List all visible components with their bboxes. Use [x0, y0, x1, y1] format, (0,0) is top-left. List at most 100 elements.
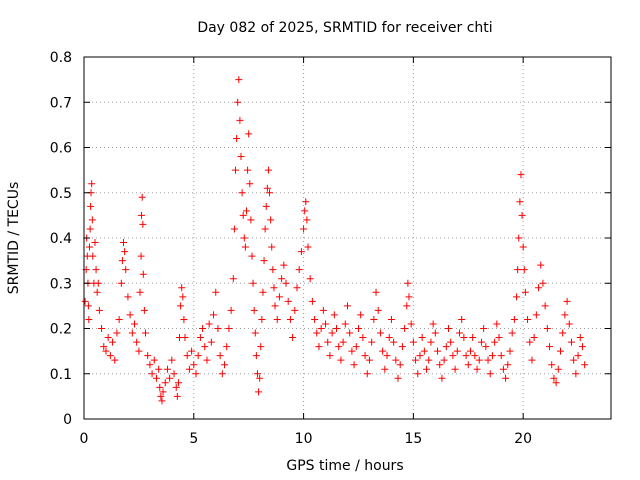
data-point	[359, 334, 367, 342]
data-point	[445, 325, 453, 332]
data-point	[550, 374, 558, 382]
y-tick-label: 0.5	[50, 186, 72, 202]
data-point	[242, 207, 250, 215]
data-point	[196, 334, 204, 342]
data-point	[141, 329, 149, 337]
data-point	[135, 347, 143, 355]
data-point	[455, 329, 463, 337]
data-point	[260, 257, 268, 265]
data-point	[106, 352, 114, 360]
data-point	[392, 356, 400, 364]
data-point	[178, 284, 186, 292]
data-point	[473, 365, 481, 373]
data-point	[158, 397, 166, 405]
x-tick-label: 0	[80, 431, 89, 447]
data-point	[278, 275, 286, 283]
data-point	[190, 361, 198, 369]
y-tick-label: 0.1	[50, 367, 72, 383]
plot-frame	[83, 56, 612, 420]
data-point	[354, 325, 362, 332]
data-point	[180, 315, 188, 323]
data-point	[84, 302, 92, 310]
data-point	[268, 243, 276, 251]
data-point	[458, 315, 466, 323]
data-point	[88, 180, 96, 188]
data-point	[113, 329, 121, 337]
data-point	[291, 306, 299, 314]
data-point	[155, 365, 163, 373]
data-point	[246, 180, 254, 188]
data-point	[499, 365, 507, 373]
data-point	[328, 329, 336, 337]
data-point	[414, 370, 422, 378]
data-point	[361, 352, 369, 360]
data-point	[241, 243, 249, 251]
data-point	[453, 347, 461, 355]
data-point	[95, 306, 103, 314]
data-point	[313, 329, 321, 337]
data-point	[306, 275, 314, 283]
data-point	[85, 243, 93, 251]
data-point	[516, 198, 524, 206]
data-point	[404, 279, 412, 287]
data-point	[530, 334, 538, 342]
data-point	[438, 374, 446, 382]
y-tick-label: 0	[63, 412, 72, 428]
x-tick-labels: 0 5 10 15 20	[80, 431, 533, 447]
data-point	[431, 329, 439, 337]
data-point	[486, 370, 494, 378]
data-point	[280, 261, 288, 269]
data-point	[546, 343, 554, 351]
data-point	[363, 370, 371, 378]
data-point	[128, 329, 136, 337]
data-point	[144, 352, 152, 360]
data-point	[541, 302, 549, 310]
data-point	[221, 361, 229, 369]
data-point	[427, 338, 435, 346]
data-point	[273, 315, 281, 323]
data-point	[326, 352, 334, 360]
data-point	[352, 343, 360, 351]
data-point	[244, 166, 252, 174]
data-point	[146, 361, 154, 369]
data-point	[420, 347, 428, 355]
data-point	[238, 189, 246, 197]
data-point	[227, 306, 235, 314]
data-point	[240, 234, 248, 242]
data-point	[572, 370, 580, 378]
data-point	[235, 76, 243, 84]
data-point	[514, 266, 522, 274]
data-point	[440, 356, 448, 364]
data-point	[330, 311, 338, 319]
data-point	[174, 379, 182, 387]
data-point	[248, 252, 256, 260]
data-point	[139, 220, 147, 228]
data-point	[394, 374, 402, 382]
data-point	[115, 315, 123, 323]
data-series	[81, 76, 589, 405]
data-point	[301, 207, 309, 215]
data-point	[350, 361, 358, 369]
data-point	[250, 306, 258, 314]
data-point	[122, 266, 130, 274]
data-point	[166, 374, 174, 382]
data-point	[462, 352, 470, 360]
data-point	[263, 184, 271, 192]
data-point	[412, 356, 420, 364]
data-point	[315, 343, 323, 351]
data-point	[121, 248, 129, 256]
data-point	[214, 325, 222, 332]
data-point	[442, 343, 450, 351]
data-point	[102, 347, 110, 355]
x-tick-label: 20	[514, 431, 532, 447]
data-point	[423, 365, 431, 373]
data-point	[374, 306, 382, 314]
data-point	[319, 306, 327, 314]
data-point	[517, 171, 525, 179]
data-point	[502, 374, 510, 382]
data-point	[156, 383, 164, 391]
data-point	[170, 370, 178, 378]
data-point	[234, 98, 242, 106]
y-tick-label: 0.7	[50, 95, 72, 111]
data-point	[275, 293, 283, 301]
